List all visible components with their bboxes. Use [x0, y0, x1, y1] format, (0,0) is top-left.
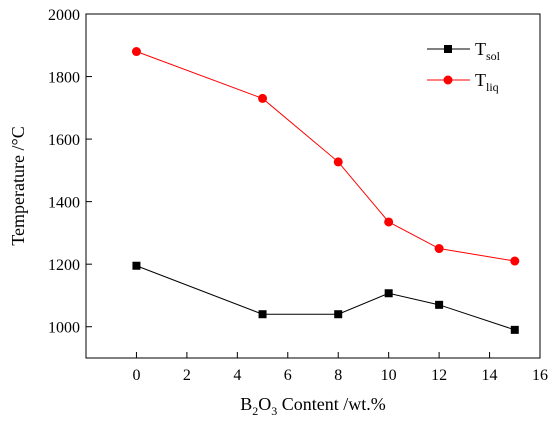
x-tick-label: 4: [233, 367, 241, 384]
series-layer: [131, 47, 520, 334]
y-tick-label: 1800: [48, 70, 80, 87]
x-tick-label: 10: [381, 367, 397, 384]
data-point-liq: [258, 93, 268, 103]
legend-entry-liq: Tliq: [427, 70, 499, 94]
y-tick-label: 1400: [48, 195, 80, 212]
data-point-sol: [258, 310, 267, 319]
data-point-liq: [434, 244, 444, 254]
data-point-sol: [334, 310, 343, 319]
y-axis-title: Temperature /°C: [8, 126, 28, 245]
data-point-liq: [510, 256, 520, 266]
legend-label-liq: Tliq: [475, 70, 499, 94]
y-tick-label: 1600: [48, 132, 80, 149]
data-point-sol: [132, 261, 141, 270]
x-tick-label: 14: [482, 367, 498, 384]
series-line-liq: [136, 51, 515, 262]
series-line-sol: [136, 265, 515, 331]
legend-label-sol: Tsol: [475, 39, 501, 63]
plot-frame: [85, 13, 541, 359]
x-tick-label: 2: [183, 367, 191, 384]
y-tick-label: 1000: [48, 320, 80, 337]
x-tick-label: 12: [431, 367, 447, 384]
data-point-sol: [384, 289, 393, 298]
legend-entry-sol: Tsol: [427, 39, 501, 63]
y-tick-label: 1200: [48, 257, 80, 274]
axis-ticks: 0 2 4 6 8 10 12 14 16 1000 1200 1400 1600 1800 2000: [48, 7, 548, 384]
x-tick-label: 8: [334, 367, 342, 384]
series-sol: [132, 261, 519, 334]
x-tick-label: 6: [284, 367, 292, 384]
data-point-liq: [333, 157, 343, 167]
x-tick-label: 0: [132, 367, 140, 384]
x-tick-label: 16: [532, 367, 548, 384]
legend: Tsol Tliq: [427, 39, 501, 94]
y-tick-label: 2000: [48, 7, 80, 24]
data-point-liq: [384, 217, 394, 227]
series-liq: [131, 47, 520, 266]
data-point-liq: [131, 47, 141, 57]
x-axis-title: B2O3 Content /wt.%: [240, 394, 386, 418]
data-point-sol: [435, 300, 444, 309]
data-point-sol: [510, 325, 519, 334]
